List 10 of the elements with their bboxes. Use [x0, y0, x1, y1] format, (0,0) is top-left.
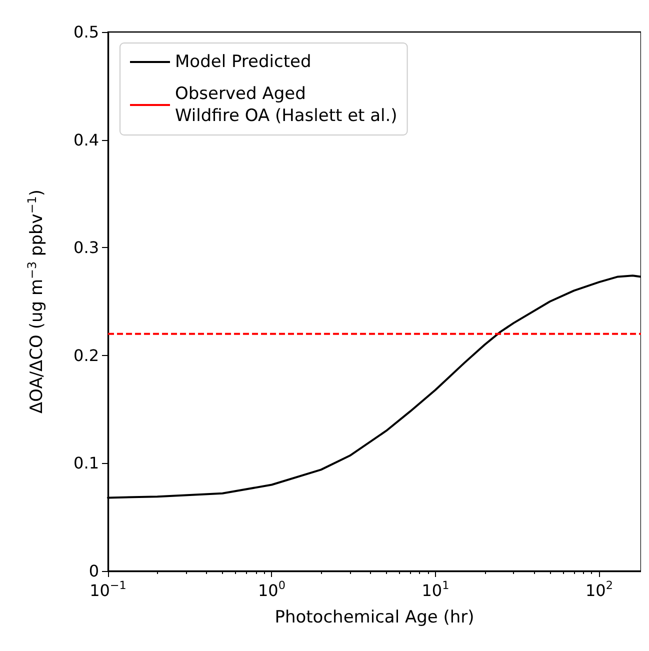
y-tick-label: 0.1	[74, 454, 99, 473]
y-tick-label: 0	[88, 562, 99, 580]
y-tick-label: 0.3	[74, 238, 99, 258]
y-tick-label: 0.5	[74, 22, 99, 42]
y-tick-label: 0.2	[74, 346, 99, 365]
y-tick-label: 0.4	[74, 130, 99, 150]
legend-label: Observed Aged Wildfire OA (Haslett et al.)	[175, 84, 398, 126]
y-axis-title: ΔOA/ΔCO (ug m−3 ppbv−1)	[24, 189, 47, 414]
legend-label: Model Predicted	[175, 52, 312, 72]
x-axis-title: Photochemical Age (hr)	[274, 608, 474, 628]
